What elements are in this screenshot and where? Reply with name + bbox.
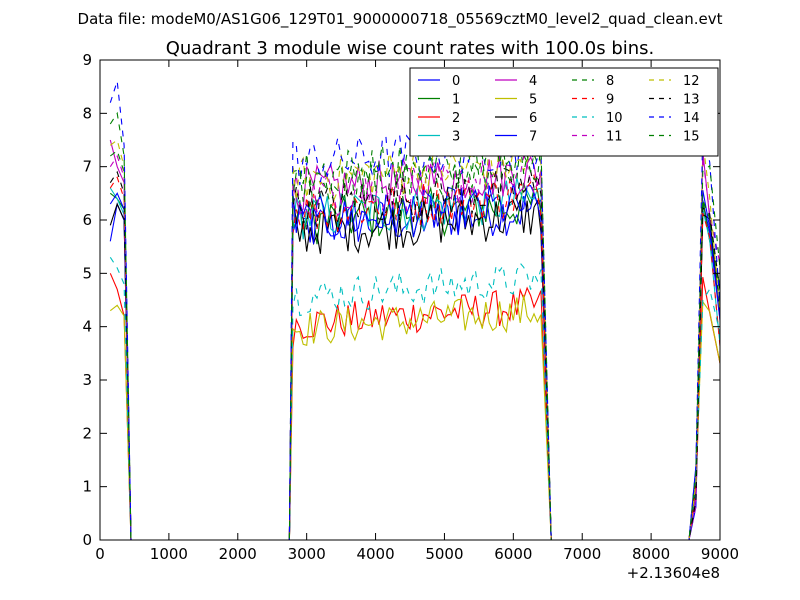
series-line-4: [109, 139, 720, 540]
x-offset-label: +2.13604e8: [627, 564, 720, 582]
y-tick-label: 2: [82, 424, 92, 442]
legend-entry-10[interactable]: 10: [572, 111, 623, 126]
legend-label: 5: [529, 93, 537, 108]
series-line-10: [109, 257, 720, 540]
legend-box: [409, 67, 719, 157]
y-tick-label: 3: [82, 371, 92, 389]
y-tick-label: 4: [82, 318, 92, 336]
legend-label: 15: [683, 130, 700, 145]
legend-entry-12[interactable]: 12: [649, 74, 700, 89]
legend-label: 7: [529, 130, 537, 145]
series-line-0: [109, 190, 720, 540]
legend-label: 0: [452, 74, 460, 89]
legend-label: 1: [452, 93, 460, 108]
legend-entry-8[interactable]: 8: [572, 74, 614, 89]
legend-entry-2[interactable]: 2: [418, 111, 460, 126]
y-tick-label: 9: [82, 51, 92, 69]
series-line-9: [109, 173, 720, 540]
legend-label: 9: [606, 93, 614, 108]
series-line-3: [109, 177, 720, 540]
legend-label: 12: [683, 74, 700, 89]
x-tick-label: 4000: [356, 545, 394, 563]
x-tick-label: 1000: [150, 545, 188, 563]
legend-entry-5[interactable]: 5: [495, 93, 537, 108]
series-line-8: [109, 149, 720, 540]
legend-label: 6: [529, 111, 537, 126]
x-tick-label: 7000: [563, 545, 601, 563]
series-line-2: [109, 273, 720, 540]
legend-entry-3[interactable]: 3: [418, 130, 460, 145]
legend-label: 13: [683, 93, 700, 108]
series-line-6: [109, 197, 720, 540]
legend-entry-14[interactable]: 14: [649, 111, 700, 126]
x-axis: 0 1000 2000 3000 4000 5000 6000 7000 8000 9000: [95, 60, 739, 563]
legend-entry-7[interactable]: 7: [495, 130, 537, 145]
chart-title: Quadrant 3 module wise count rates with …: [166, 38, 655, 59]
y-tick-label: 8: [82, 104, 92, 122]
y-tick-label: 5: [82, 264, 92, 282]
legend-label: 3: [452, 130, 460, 145]
legend-entry-6[interactable]: 6: [495, 111, 537, 126]
x-tick-label: 8000: [632, 545, 670, 563]
plot-area-frame: [99, 59, 721, 541]
series-line-5: [109, 294, 720, 540]
legend-label: 11: [606, 130, 623, 145]
legend-entry-15[interactable]: 15: [649, 130, 700, 145]
legend-label: 10: [606, 111, 623, 126]
series-line-13: [109, 167, 720, 540]
x-tick-label: 9000: [701, 545, 739, 563]
legend-label: 4: [529, 74, 537, 89]
series-line-1: [109, 182, 720, 540]
legend-entry-9[interactable]: 9: [572, 93, 614, 108]
legend-entry-0[interactable]: 0: [418, 74, 460, 89]
legend-label: 14: [683, 111, 700, 126]
legend-entry-1[interactable]: 1: [418, 93, 460, 108]
x-tick-label: 2000: [219, 545, 257, 563]
legend-entry-13[interactable]: 13: [649, 93, 700, 108]
series-line-7: [109, 184, 720, 540]
legend-label: 8: [606, 74, 614, 89]
x-tick-label: 6000: [494, 545, 532, 563]
legend-label: 2: [452, 111, 460, 126]
y-tick-label: 1: [82, 478, 92, 496]
x-tick-label: 0: [95, 545, 105, 563]
y-tick-label: 7: [82, 158, 92, 176]
x-tick-label: 5000: [425, 545, 463, 563]
legend-entry-11[interactable]: 11: [572, 130, 623, 145]
figure-suptitle: Data file: modeM0/AS1G06_129T01_90000007…: [78, 10, 723, 29]
y-tick-label: 0: [82, 531, 92, 549]
x-tick-label: 3000: [288, 545, 326, 563]
y-tick-label: 6: [82, 211, 92, 229]
legend-entry-4[interactable]: 4: [495, 74, 537, 89]
series-line-11: [109, 154, 720, 540]
